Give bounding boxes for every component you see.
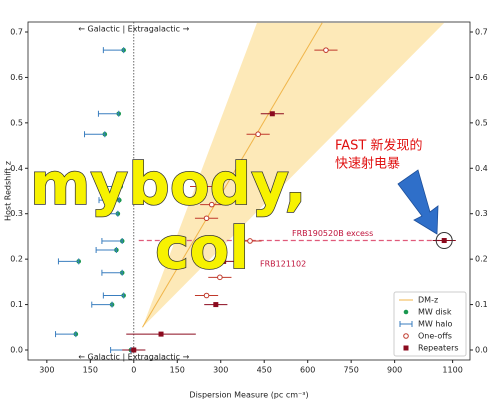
annotation: FRB190520B excess: [292, 229, 373, 238]
mw-halo-bar: [84, 131, 106, 138]
x-axis-label: Dispersion Measure (pc cm⁻³): [189, 391, 308, 400]
x-tick-label: 1100: [442, 366, 462, 375]
repeater-point: [158, 331, 164, 337]
dm-z-band: [142, 22, 445, 328]
repeater-point: [221, 258, 227, 264]
legend-swatch: [403, 333, 409, 339]
highlight-circle: [435, 232, 453, 250]
one-off-point: [208, 201, 215, 208]
mw-halo-bar: [102, 292, 125, 299]
y-tick-label: 0.7: [10, 27, 23, 36]
repeater-point: [269, 111, 275, 117]
y-tick-label: 0.0: [10, 346, 23, 355]
legend-label: MW disk: [418, 308, 452, 317]
y-tick-label-right: 0.6: [475, 73, 488, 82]
x-tick-label: 600: [300, 366, 315, 375]
x-tick-label: 300: [39, 366, 54, 375]
one-off-point: [217, 274, 223, 281]
x-tick-label: 450: [257, 366, 272, 375]
y-tick-label: 0.4: [10, 164, 23, 173]
annotation: ← Galactic | Extragalactic →: [78, 25, 189, 34]
y-tick-label-right: 0.2: [475, 255, 488, 264]
one-off-point: [323, 47, 329, 53]
legend-swatch: [403, 345, 409, 351]
y-tick-label-right: 0.3: [475, 209, 488, 218]
mw-halo-bar: [102, 47, 125, 54]
mw-halo-bar: [97, 110, 120, 117]
dm-z-line: [142, 22, 323, 328]
y-tick-label-right: 0.7: [475, 27, 488, 36]
x-tick-label: 900: [387, 366, 402, 375]
repeater-point: [441, 238, 447, 244]
y-tick-label: 0.2: [10, 255, 23, 264]
one-off-point: [203, 292, 210, 299]
legend-swatch: [399, 321, 413, 327]
mw-halo-bar: [97, 210, 119, 217]
x-tick-label: 0: [131, 366, 136, 375]
repeater-point: [213, 302, 219, 308]
x-tick-label: 300: [213, 366, 228, 375]
y-tick-label-right: 0.0: [475, 346, 488, 355]
one-off-point: [247, 238, 253, 244]
x-tick-label: 750: [344, 366, 359, 375]
legend-label: Repeaters: [418, 344, 459, 353]
y-axis-label: Host Redshift z: [4, 161, 13, 221]
annotation-cn: FAST 新发现的: [335, 138, 423, 154]
annotation-cn: 快速射电暴: [335, 156, 400, 172]
one-off-point: [198, 183, 205, 190]
mw-halo-bar: [95, 247, 117, 254]
watermark: mybody,: [30, 150, 306, 218]
plot-frame: [27, 21, 471, 361]
y-tick-label: 0.1: [10, 300, 23, 309]
arrow: [397, 169, 439, 235]
y-tick-label-right: 0.1: [475, 300, 488, 309]
legend-label: MW halo: [418, 320, 453, 329]
mw-halo-bar: [55, 331, 77, 338]
y-tick-label: 0.6: [10, 73, 23, 82]
x-tick-label: 150: [83, 366, 98, 375]
one-off-point: [203, 215, 210, 222]
watermark: col: [155, 214, 249, 282]
y-tick-label: 0.5: [10, 118, 23, 127]
mw-halo-bar: [98, 197, 120, 204]
mw-halo-bar: [57, 258, 80, 265]
one-off-point: [255, 131, 261, 138]
mw-halo-bar: [91, 301, 113, 308]
annotation: ← Galactic | Extragalactic →: [78, 353, 189, 362]
y-tick-label: 0.3: [10, 209, 23, 218]
y-tick-label-right: 0.5: [475, 118, 488, 127]
legend-swatch: [403, 309, 409, 315]
legend-label: One-offs: [418, 332, 452, 341]
legend-label: DM-z: [418, 296, 438, 305]
mw-halo-bar: [101, 269, 123, 276]
mw-halo-bar: [99, 183, 122, 190]
legend-box: [393, 291, 467, 357]
repeater-point: [131, 347, 137, 353]
mw-halo-bar: [101, 237, 123, 244]
x-tick-label: 150: [170, 366, 185, 375]
annotation: FRB121102: [260, 260, 306, 269]
y-tick-label-right: 0.4: [475, 164, 488, 173]
